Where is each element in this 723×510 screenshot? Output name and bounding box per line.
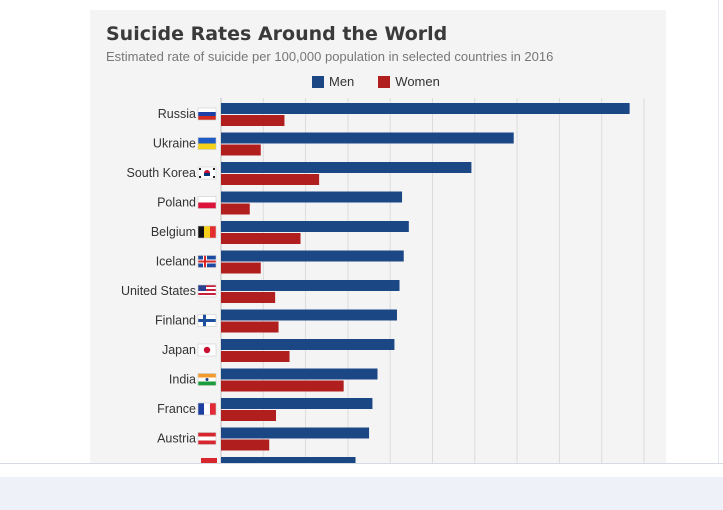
bar-women <box>221 321 279 333</box>
chart-card: Suicide Rates Around the World Estimated… <box>90 10 666 463</box>
bar-women <box>221 115 285 126</box>
bar-men <box>221 103 630 114</box>
bar-women <box>221 174 320 185</box>
bar-men <box>221 250 404 262</box>
bar-women <box>221 144 261 156</box>
category-label: Ukraine <box>153 137 196 151</box>
bar-men <box>221 280 400 291</box>
bar-women <box>221 380 344 392</box>
bar-women <box>221 351 290 362</box>
bar-women <box>221 439 270 451</box>
bar-men <box>221 309 397 321</box>
bar-women <box>221 203 250 215</box>
flag-south-korea-icon <box>197 166 217 180</box>
legend-item-women: Women <box>378 74 440 89</box>
bar-men <box>221 427 370 439</box>
category-label: South Korea <box>127 166 197 180</box>
bar-men <box>221 221 409 232</box>
scrollbar-edge <box>718 0 719 463</box>
bar-men <box>221 191 403 203</box>
panel-divider <box>0 463 723 464</box>
legend: Men Women <box>312 74 440 89</box>
bar-women <box>221 233 301 244</box>
bar-men <box>221 368 378 380</box>
category-label: France <box>157 402 196 416</box>
flag-partial-icon <box>201 458 217 463</box>
legend-swatch-women <box>378 75 391 88</box>
legend-item-men: Men <box>312 74 354 89</box>
bar-men <box>221 398 373 409</box>
flag-austria-icon <box>197 432 217 445</box>
flag-finland-icon <box>197 314 217 327</box>
category-label: Japan <box>162 343 196 357</box>
flag-united-states-icon <box>197 284 217 298</box>
bar-men <box>221 339 395 350</box>
bar-men <box>221 132 514 144</box>
chart-title: Suicide Rates Around the World <box>106 23 448 45</box>
category-label: United States <box>121 284 196 298</box>
category-label: Belgium <box>151 225 196 239</box>
flag-india-icon <box>197 373 217 386</box>
category-label: Russia <box>158 107 196 121</box>
flag-belgium-icon <box>197 225 217 239</box>
bar-men-partial <box>221 457 356 463</box>
category-label: Austria <box>157 432 196 446</box>
bar-women <box>221 262 261 274</box>
flag-iceland-icon <box>197 255 217 268</box>
legend-label-men: Men <box>329 74 355 89</box>
bottom-panel <box>0 477 723 510</box>
flag-france-icon <box>197 402 217 416</box>
bar-chart-plot: Russia Ukraine South Korea Poland Belgium Ice… <box>121 98 645 463</box>
category-label: Poland <box>157 196 196 210</box>
chart-subtitle: Estimated rate of suicide per 100,000 po… <box>106 49 554 64</box>
category-label: Finland <box>155 314 196 328</box>
flag-russia-icon <box>197 107 217 121</box>
flag-poland-icon <box>197 196 217 209</box>
flag-japan-icon <box>197 343 217 357</box>
legend-swatch-men <box>312 75 324 88</box>
legend-label-women: Women <box>395 74 440 89</box>
bar-women <box>221 410 276 421</box>
category-label: Iceland <box>156 255 196 269</box>
flag-ukraine-icon <box>197 137 217 150</box>
bar-men <box>221 162 472 173</box>
category-label: India <box>169 373 196 387</box>
bar-women <box>221 292 276 303</box>
